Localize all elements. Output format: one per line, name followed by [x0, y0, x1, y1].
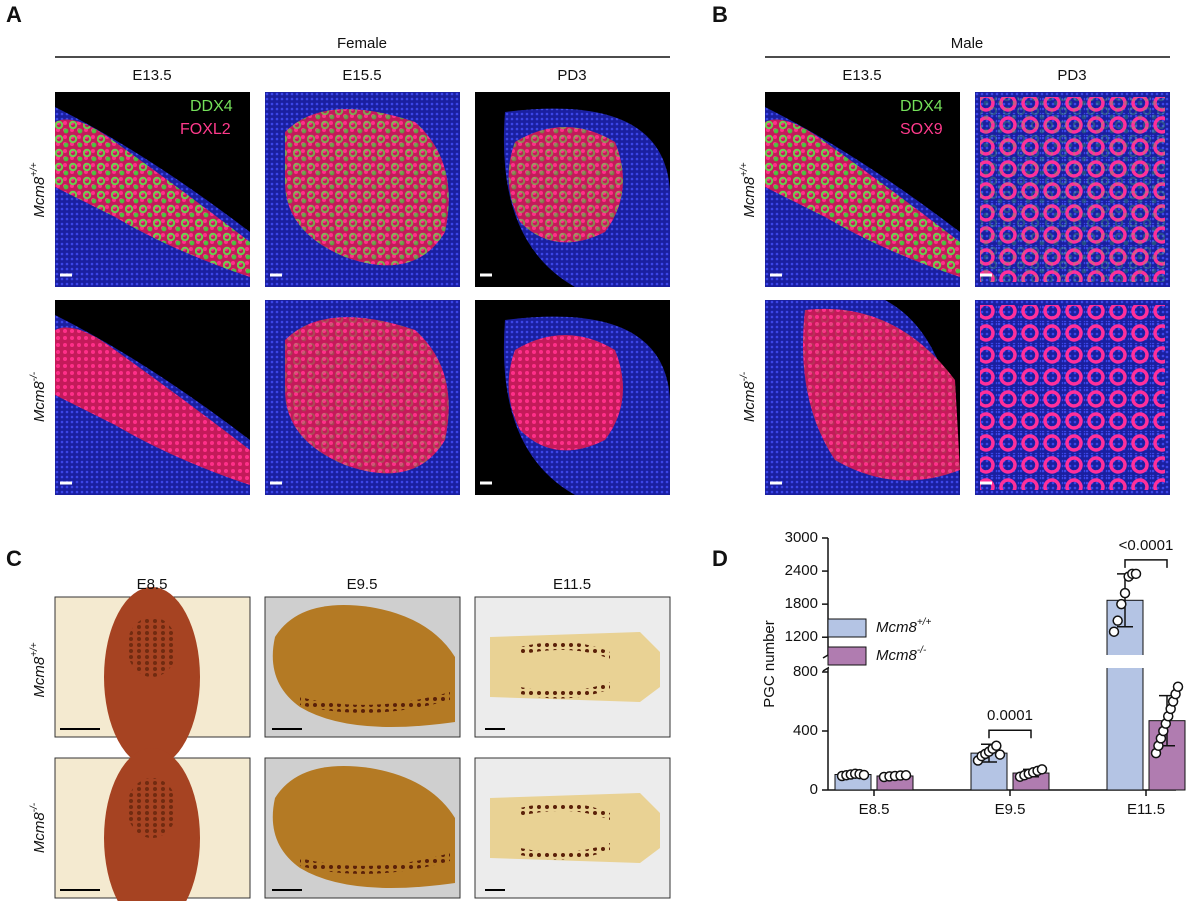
y-tick-label: 1200: [785, 628, 818, 645]
tissue-green: [285, 317, 449, 474]
data-point: [1130, 568, 1142, 580]
marker-label: DDX4: [190, 98, 233, 115]
genotype: -/-: [29, 371, 40, 381]
pgc: [520, 642, 610, 659]
gene: Mcm8: [31, 812, 48, 853]
row-label: Mcm8-/-: [29, 371, 48, 422]
row-label: Mcm8+/+: [29, 162, 48, 217]
legend-sup: -/-: [917, 645, 927, 656]
group-header: Male: [951, 35, 984, 52]
column-label: PD3: [1057, 67, 1086, 84]
y-tick-label: 3000: [785, 529, 818, 546]
tissue-green: [55, 119, 250, 277]
y-tick-label: 800: [793, 663, 818, 680]
genotype: +/+: [29, 642, 40, 657]
pgc: [300, 692, 450, 713]
p-value: 0.0001: [987, 707, 1033, 724]
pgc: [520, 803, 610, 820]
y-axis-label: PGC number: [761, 620, 778, 708]
row-label: Mcm8-/-: [739, 371, 758, 422]
data-point: [900, 770, 912, 781]
gene: Mcm8: [31, 176, 48, 217]
column-label: E15.5: [342, 67, 381, 84]
gene: Mcm8: [31, 656, 48, 697]
row-label: Mcm8+/+: [739, 162, 758, 217]
p-value: <0.0001: [1119, 537, 1174, 554]
gene: Mcm8: [31, 381, 48, 422]
marker-label: DDX4: [900, 98, 943, 115]
embryo: [272, 605, 455, 727]
genotype: -/-: [29, 802, 40, 812]
x-tick-label: E9.5: [995, 801, 1026, 818]
legend-swatch: [827, 646, 867, 666]
row-label: Mcm8+/+: [29, 642, 48, 697]
panel-label: B: [712, 2, 728, 27]
tissue-red: [980, 305, 1165, 490]
panel-label: C: [6, 546, 22, 571]
data-point: [1119, 587, 1131, 599]
y-tick-label: 1800: [785, 595, 818, 612]
gene: Mcm8: [741, 176, 758, 217]
pgc: [127, 778, 177, 838]
legend-name: Mcm8: [876, 619, 917, 636]
pgc: [127, 617, 177, 677]
tissue-red: [55, 327, 250, 485]
embryo: [272, 766, 455, 888]
row-label: Mcm8-/-: [29, 802, 48, 853]
group-header: Female: [337, 35, 387, 52]
data-point: [858, 769, 870, 781]
data-point: [1036, 764, 1048, 775]
tissue-red: [508, 335, 623, 451]
panel-label: A: [6, 2, 22, 27]
column-label: E13.5: [842, 67, 881, 84]
x-tick-label: E8.5: [859, 801, 890, 818]
legend-sup: +/+: [917, 617, 932, 628]
genotype: +/+: [739, 162, 750, 177]
column-label: PD3: [557, 67, 586, 84]
legend-label: Mcm8+/+: [876, 617, 931, 636]
y-tick-label: 400: [793, 722, 818, 739]
data-point: [1172, 681, 1184, 692]
tissue-green: [765, 119, 960, 277]
tissue-green: [803, 308, 960, 481]
data-point: [994, 749, 1006, 760]
data-point: [1108, 626, 1120, 637]
marker-label: FOXL2: [180, 121, 231, 138]
pgc: [520, 843, 610, 860]
legend-swatch: [827, 618, 867, 638]
column-label: E11.5: [553, 576, 591, 593]
pgc: [520, 682, 610, 699]
chart: 0 400 800 1200 1800 2400 3000 PGC number E8.5 E9.…: [761, 529, 1186, 818]
column-label: E9.5: [347, 576, 378, 593]
panel-label: D: [712, 546, 728, 571]
legend-label: Mcm8-/-: [876, 645, 927, 664]
gene: Mcm8: [741, 381, 758, 422]
pgc: [300, 853, 450, 874]
tissue-green: [980, 97, 1165, 282]
y-tick-label: 0: [810, 781, 818, 798]
marker-label: SOX9: [900, 121, 943, 138]
x-tick-label: E11.5: [1127, 801, 1165, 818]
data-point: [1112, 615, 1123, 626]
significance-bracket: [988, 729, 1032, 739]
legend-name: Mcm8: [876, 647, 917, 664]
y-tick-label: 2400: [785, 562, 818, 579]
column-label: E8.5: [137, 576, 168, 593]
data-point: [991, 740, 1002, 751]
genotype: +/+: [29, 162, 40, 177]
column-label: E13.5: [132, 67, 171, 84]
break-gap: [829, 655, 1177, 668]
tissue-green: [508, 127, 623, 243]
data-point: [1116, 598, 1127, 610]
genotype: -/-: [739, 371, 750, 381]
tissue-green: [285, 109, 449, 266]
significance-bracket: [1124, 559, 1168, 568]
